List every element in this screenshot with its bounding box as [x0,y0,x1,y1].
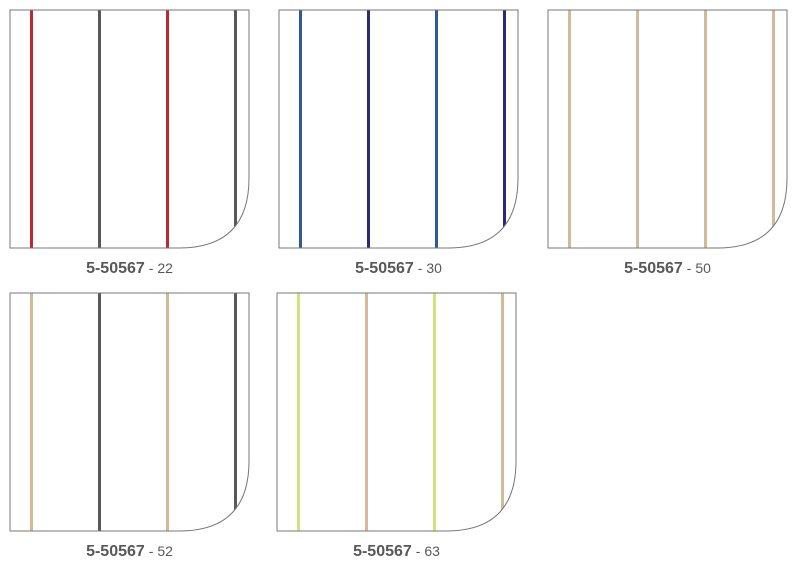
color-suffix: - 63 [416,543,440,559]
stripe [30,10,33,248]
swatch-outline [278,9,519,249]
stripe [234,293,237,531]
product-code: 5-50567 [86,260,145,277]
swatch-label: 5-50567- 22 [86,260,173,277]
product-code: 5-50567 [86,543,145,560]
product-code: 5-50567 [353,543,412,560]
stripes [30,293,237,531]
stripe [503,10,506,248]
swatch: 5-50567- 22 [9,9,250,277]
color-suffix: - 30 [418,260,442,276]
stripe [501,293,504,531]
stripe [367,10,370,248]
stripes [30,10,237,248]
stripe [433,293,436,531]
swatch-label: 5-50567- 30 [355,260,442,277]
swatch: 5-50567- 52 [9,292,250,560]
stripe [568,10,571,248]
swatch: 5-50567- 50 [547,9,788,277]
product-code: 5-50567 [355,260,414,277]
swatch-label: 5-50567- 50 [624,260,711,277]
color-suffix: - 50 [687,260,711,276]
stripe [98,293,101,531]
stripe [297,293,300,531]
color-suffix: - 52 [149,543,173,559]
swatch-outline [9,292,250,532]
swatch: 5-50567- 63 [276,292,517,560]
stripe [234,10,237,248]
stripe [166,10,169,248]
swatch-outline [276,292,517,532]
stripes [568,10,775,248]
stripe [166,293,169,531]
stripe [772,10,775,248]
stripe [299,10,302,248]
swatch-label: 5-50567- 63 [353,543,440,560]
swatch-outline [547,9,788,249]
product-code: 5-50567 [624,260,683,277]
stripe [365,293,368,531]
stripes [299,10,506,248]
stripe [30,293,33,531]
stripes [297,293,504,531]
swatch-outline [9,9,250,249]
stripe [435,10,438,248]
swatch: 5-50567- 30 [278,9,519,277]
stripe [704,10,707,248]
color-suffix: - 22 [149,260,173,276]
swatch-label: 5-50567- 52 [86,543,173,560]
stripe [636,10,639,248]
stripe [98,10,101,248]
